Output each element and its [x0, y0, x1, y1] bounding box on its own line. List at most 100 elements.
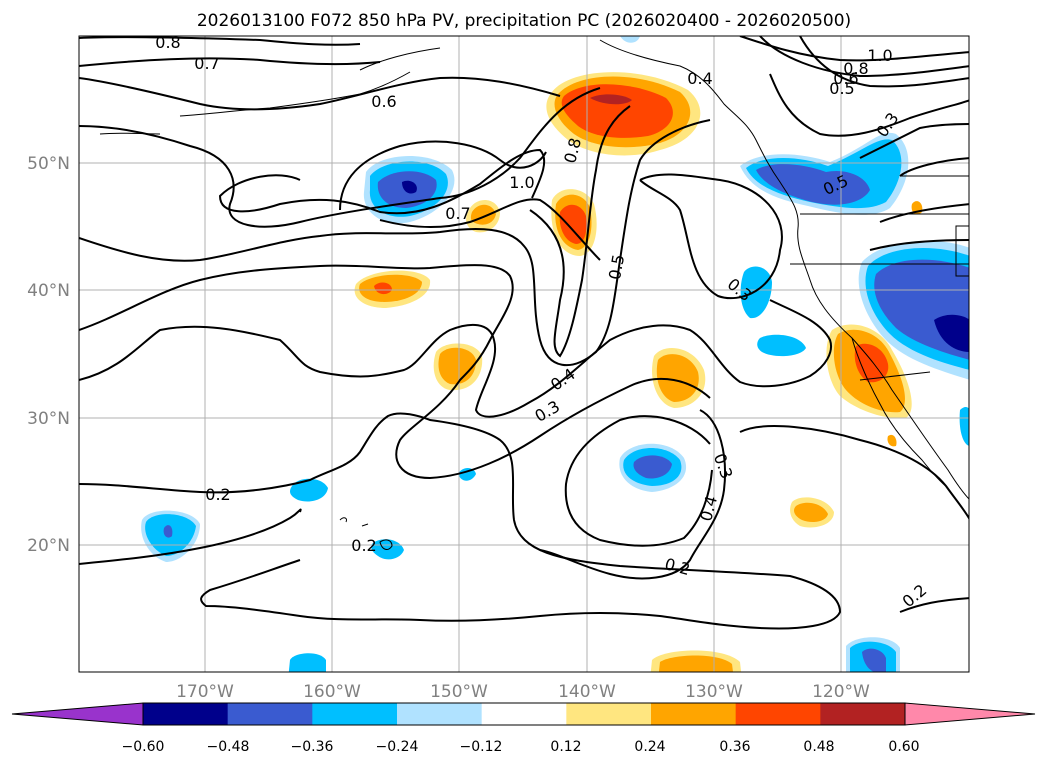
contour-label: 0.4 — [687, 69, 712, 88]
lon-tick-label: 130°W — [685, 682, 743, 702]
dry-south-1 — [288, 653, 326, 672]
precip-baja-small — [887, 434, 897, 447]
coastlines — [99, 39, 969, 550]
contour-0.2-east — [899, 597, 969, 613]
contour-0.3-east — [639, 173, 783, 300]
dry-south-2-inner — [862, 648, 886, 672]
colorbar-cell — [227, 703, 313, 725]
dry-west-1-inner — [163, 525, 173, 538]
contour-label: 0.7 — [194, 54, 219, 73]
contour-1.0 — [339, 140, 547, 211]
contour-0.3-south — [739, 425, 969, 521]
lon-tick-label: 120°W — [812, 682, 870, 702]
contour-ne-2 — [759, 36, 969, 78]
contour-ne-8 — [869, 239, 969, 251]
colorbar-cell — [820, 703, 906, 725]
colorbar-cell — [735, 703, 821, 725]
map-frame — [78, 35, 970, 673]
pv-contours — [79, 36, 969, 630]
colorbar-tick-label: −0.12 — [460, 739, 503, 755]
contour-inner-loop — [218, 148, 546, 215]
colorbar-tick-label: 0.36 — [719, 739, 750, 755]
contour-outer-west — [79, 87, 601, 228]
dry-sub-inner — [633, 455, 672, 479]
contour-0.6 — [79, 76, 561, 111]
contour-label: 1.0 — [509, 173, 534, 192]
dry-west-2 — [290, 478, 328, 502]
precip-sub-3-mid — [794, 502, 828, 522]
colorbar-tick-label: 0.48 — [803, 739, 834, 755]
dry-gulf-core — [402, 180, 417, 194]
lon-tick-label: 160°W — [303, 682, 361, 702]
contour-0.3 — [79, 264, 711, 480]
contour-label: 1.0 — [867, 46, 892, 65]
contour-label: 0.6 — [371, 92, 396, 111]
colorbar-extend-high — [904, 702, 1036, 726]
dry-top-1 — [620, 36, 640, 43]
colorbar-cell — [143, 703, 229, 725]
colorbar-tick-label: −0.36 — [291, 739, 334, 755]
precip-south-edge-mid — [658, 655, 733, 672]
colorbar-cell — [397, 703, 483, 725]
precip-sub-2-mid — [656, 354, 699, 402]
contour-ne-5 — [859, 123, 969, 159]
contour-label: 0.5 — [605, 253, 628, 281]
contour-0.4-south — [564, 415, 713, 547]
colorbar-tick-label: −0.24 — [376, 739, 419, 755]
contour-label: 0.4 — [547, 364, 579, 394]
graticule — [79, 36, 969, 672]
contour-label: 0.8 — [155, 33, 180, 52]
lon-tick-labels: 170°W 160°W 150°W 140°W 130°W 120°W — [176, 682, 870, 702]
colorbar-extend-low — [11, 702, 144, 726]
contour-0.8-mid — [529, 105, 631, 358]
colorbar-cell — [481, 703, 567, 725]
dry-east-small-2 — [757, 334, 806, 357]
contour-label: 0.2 — [351, 536, 376, 555]
lat-tick-label: 20°N — [27, 536, 70, 556]
contour-label: 0.4 — [696, 494, 721, 524]
precip-sub-1-mid — [438, 347, 476, 385]
precip-alaska-inner — [561, 84, 673, 138]
colorbar-frame — [142, 702, 906, 726]
colorbar-tick-label: 0.12 — [550, 739, 581, 755]
colorbar-cell — [566, 703, 652, 725]
dry-east-small — [740, 266, 772, 319]
precip-central-inner — [559, 204, 587, 244]
contour-label: 0.3 — [531, 397, 563, 426]
contour-label: 0.2 — [899, 580, 931, 611]
contour-label: 0.5 — [829, 79, 854, 98]
colorbar-tick-label: 0.24 — [634, 739, 665, 755]
contour-0.7-top — [79, 57, 381, 67]
lon-tick-label: 140°W — [558, 682, 616, 702]
contour-0.3-loop — [539, 409, 726, 580]
precip-west-inner — [374, 282, 392, 295]
lat-tick-label: 30°N — [27, 409, 70, 429]
contour-label: 0.7 — [445, 204, 470, 223]
contour-0.5 — [79, 119, 711, 367]
colorbar-cells — [11, 702, 1036, 726]
lat-tick-labels: 20°N 30°N 40°N 50°N — [27, 154, 70, 556]
lat-tick-label: 50°N — [27, 154, 70, 174]
precip-fills — [141, 36, 969, 672]
contour-label: 0.8 — [843, 59, 868, 78]
lon-tick-label: 170°W — [176, 682, 234, 702]
contour-0.8-top — [79, 36, 361, 46]
colorbar-tick-label: −0.48 — [207, 739, 250, 755]
contour-label: 0.8 — [560, 136, 585, 166]
dry-nevada-core — [934, 314, 969, 352]
contour-ne-7 — [879, 203, 969, 223]
contour-0.2-main — [79, 412, 842, 630]
contour-0.4 — [79, 299, 832, 418]
figure-title: 2026013100 F072 850 hPa PV, precipitatio… — [197, 11, 851, 31]
lon-tick-label: 150°W — [430, 682, 488, 702]
colorbar-ticks: −0.60 −0.48 −0.36 −0.24 −0.12 0.12 0.24 … — [122, 739, 920, 755]
contour-ne-3 — [799, 36, 969, 88]
contour-label: 0.6 — [833, 69, 858, 88]
precip-alaska-core — [590, 94, 632, 105]
contour-label: 0.2 — [205, 485, 230, 504]
contour-ne-4 — [769, 73, 969, 137]
dry-socal-edge — [959, 406, 969, 446]
contour-ne-6 — [899, 157, 969, 177]
contour-0.7-mid — [379, 198, 601, 261]
